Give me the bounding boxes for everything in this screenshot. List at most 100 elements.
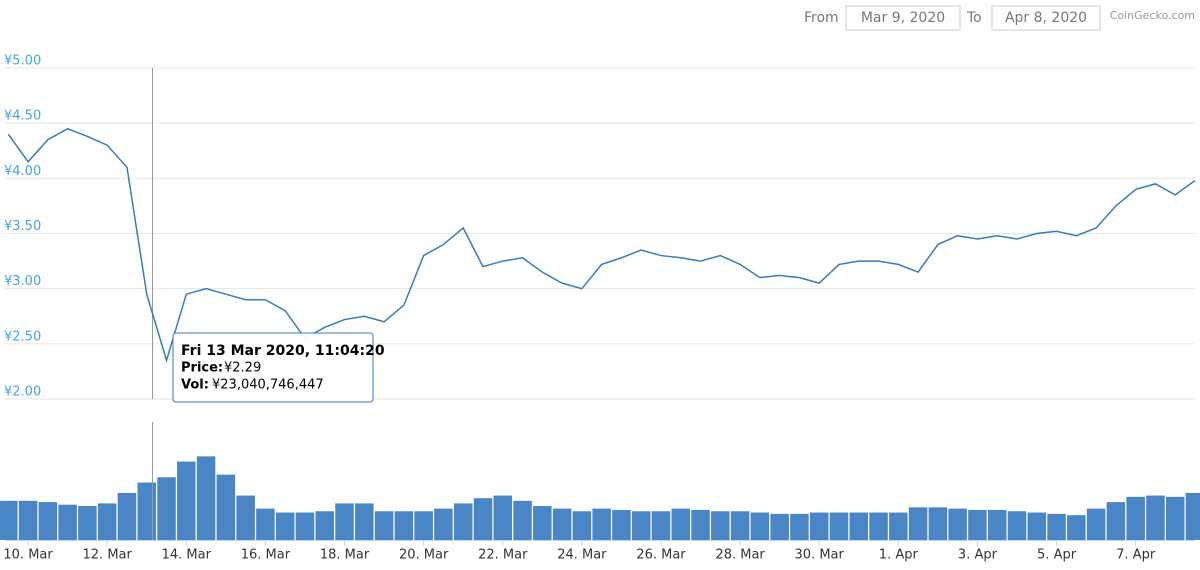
volume-bar xyxy=(117,492,137,540)
volume-bar xyxy=(790,513,809,540)
x-tick-label: 3. Apr xyxy=(958,548,998,563)
volume-bar xyxy=(256,508,275,540)
volume-bar xyxy=(137,482,156,540)
x-tick-label: 5. Apr xyxy=(1037,548,1077,563)
volume-bar xyxy=(1007,511,1027,540)
volume-bar xyxy=(809,512,829,540)
price-line xyxy=(7,127,1196,364)
from-date[interactable]: Mar 9, 2020 xyxy=(861,10,945,26)
y-tick-label: ¥3.00 xyxy=(4,274,41,289)
volume-bar xyxy=(196,456,216,540)
volume-bar xyxy=(671,508,691,540)
volume-bar xyxy=(473,498,493,540)
volume-bar xyxy=(908,507,928,540)
volume-bar xyxy=(1185,492,1200,540)
to-date[interactable]: Apr 8, 2020 xyxy=(1005,10,1087,26)
tooltip-price-label: Price: xyxy=(181,361,223,376)
volume-bar xyxy=(1106,502,1126,540)
volume-bar xyxy=(434,508,453,540)
volume-bar xyxy=(414,511,433,540)
volume-bar xyxy=(889,512,908,540)
tooltip-time: Fri 13 Mar 2020, 11:04:20 xyxy=(181,343,385,359)
x-tick-label: 26. Mar xyxy=(636,548,686,563)
x-tick-label: 22. Mar xyxy=(478,548,528,563)
volume-bar xyxy=(631,511,651,540)
volume-bar xyxy=(1027,512,1047,540)
volume-bar xyxy=(533,506,552,540)
volume-bar xyxy=(513,500,532,540)
volume-bar xyxy=(335,503,354,540)
volume-bar xyxy=(572,511,592,540)
from-input[interactable] xyxy=(845,5,961,31)
volume-bar xyxy=(968,509,987,540)
volume-bar xyxy=(58,504,77,540)
tooltip-price: ¥2.29 xyxy=(224,361,261,376)
volume-bar xyxy=(1146,495,1165,540)
x-tick-label: 12. Mar xyxy=(83,548,133,563)
volume-bar xyxy=(1067,515,1086,540)
volume-bar xyxy=(493,495,513,540)
tooltip-box xyxy=(172,332,374,403)
to-input[interactable] xyxy=(991,5,1101,31)
volume-bar xyxy=(394,511,414,540)
brand[interactable]: CoinGecko.com xyxy=(1110,9,1195,22)
volume-bar xyxy=(869,512,888,540)
volume-bar xyxy=(612,509,631,540)
volume-bar xyxy=(770,513,789,540)
x-tick-label: 7. Apr xyxy=(1116,548,1156,563)
volume-bar xyxy=(18,500,38,540)
volume-bar xyxy=(592,508,611,540)
volume-bar xyxy=(177,461,196,540)
x-tick-label: 30. Mar xyxy=(795,548,845,563)
x-tick-label: 10. Mar xyxy=(3,548,53,563)
volume-bar xyxy=(374,511,394,540)
volume-bar xyxy=(216,474,236,540)
labels: ¥2.00 ¥2.50 ¥3.00 ¥3.50 ¥4.00 ¥4.50 ¥5.00 10. M… xyxy=(3,54,1155,563)
volume-bar xyxy=(453,503,473,540)
tooltip: Fri 13 Mar 2020, 11:04:20 Price: ¥2.29 V… xyxy=(172,332,385,403)
x-tick-label: 14. Mar xyxy=(162,548,212,563)
x-tick-label: 16. Mar xyxy=(241,548,291,563)
volume-bar xyxy=(1086,508,1106,540)
volume-bars xyxy=(0,456,1200,540)
volume-bar xyxy=(0,500,18,540)
volume-bar xyxy=(948,508,967,540)
volume-bar xyxy=(750,512,770,540)
volume-bar xyxy=(275,512,295,540)
y-tick-label: ¥4.50 xyxy=(4,109,41,124)
from-label: From xyxy=(804,10,839,26)
tooltip-vol-label: Vol: xyxy=(181,378,209,393)
volume-bar xyxy=(97,503,117,540)
volume-bar xyxy=(987,509,1007,540)
x-tick-label: 28. Mar xyxy=(715,548,765,563)
volume-bar xyxy=(236,495,255,540)
volume-bar xyxy=(38,502,58,540)
volume-bar xyxy=(651,511,671,540)
price-line xyxy=(7,127,1196,364)
x-tick-label: 20. Mar xyxy=(399,548,449,563)
volume-bar xyxy=(315,511,335,540)
volume-bar xyxy=(355,503,374,540)
x-tick-label: 1. Apr xyxy=(879,548,919,563)
volume-bar xyxy=(849,512,869,540)
volume-bar xyxy=(78,506,97,540)
volume-bar xyxy=(552,508,572,540)
x-tick-label: 18. Mar xyxy=(320,548,370,563)
y-tick-label: ¥2.00 xyxy=(4,385,41,400)
volume-bar xyxy=(157,477,176,540)
volume-bar xyxy=(691,509,710,540)
y-tick-label: ¥4.00 xyxy=(4,164,41,179)
tooltip-vol: ¥23,040,746,447 xyxy=(212,378,324,393)
to-label: To xyxy=(966,10,982,26)
y-tick-label: ¥2.50 xyxy=(4,329,41,344)
y-tick-label: ¥3.50 xyxy=(4,219,41,234)
volume-bar xyxy=(730,511,750,540)
volume-bar xyxy=(829,512,849,540)
volume-bar xyxy=(1047,513,1066,540)
volume-bar xyxy=(928,507,948,540)
volume-bar xyxy=(1165,496,1185,540)
volume-bar xyxy=(711,511,730,540)
x-tick-label: 24. Mar xyxy=(557,548,607,563)
